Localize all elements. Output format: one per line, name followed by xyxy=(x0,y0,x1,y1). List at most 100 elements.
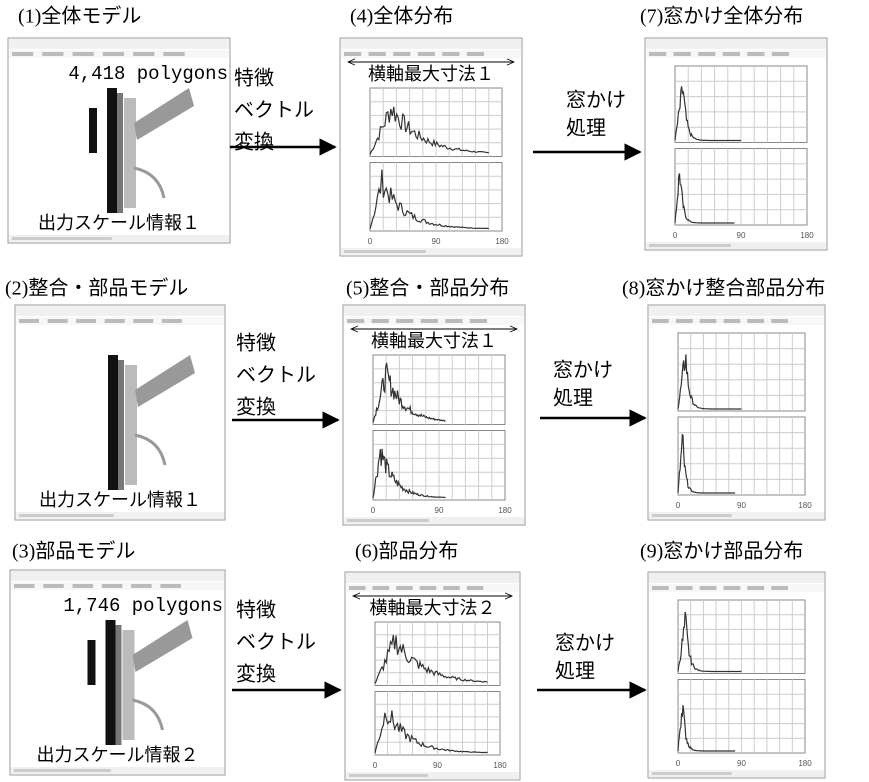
arrow-label: 特徴 xyxy=(236,332,276,355)
menu-item xyxy=(48,319,68,323)
menu-item xyxy=(43,584,64,588)
menu-item xyxy=(162,319,182,323)
part xyxy=(107,88,117,213)
menu-item xyxy=(747,319,764,323)
menu-item xyxy=(160,584,181,588)
menu-item xyxy=(467,586,484,590)
x-tick-label: 90 xyxy=(737,759,746,768)
x-tick-label: 0 xyxy=(373,761,378,770)
menu-item xyxy=(747,52,764,56)
menu-item xyxy=(723,52,740,56)
part xyxy=(116,625,122,745)
part xyxy=(106,620,116,745)
x-tick-label: 180 xyxy=(798,759,812,768)
x-tick-label: 90 xyxy=(433,761,442,770)
menu-item xyxy=(420,586,437,590)
title-bar xyxy=(9,39,229,49)
menu-item xyxy=(14,584,35,588)
x-tick-label: 90 xyxy=(737,501,746,510)
menu-item xyxy=(649,52,666,56)
menu-item xyxy=(747,586,764,590)
status-text xyxy=(347,519,429,522)
arrow-label: 処理 xyxy=(566,117,606,140)
title-bar xyxy=(649,306,824,316)
menu-item xyxy=(396,319,413,323)
polygon-count: 1,746 polygons xyxy=(63,595,223,617)
scale-info: 出力スケール情報１ xyxy=(39,490,201,510)
menu-item xyxy=(771,319,788,323)
part xyxy=(88,640,96,685)
menu-item xyxy=(445,319,462,323)
arrow-label: 変換 xyxy=(234,131,274,154)
menu-item xyxy=(42,52,63,56)
menu-item xyxy=(676,319,693,323)
arrow-label: 変換 xyxy=(236,663,276,686)
menu-item xyxy=(369,52,386,56)
menu-item xyxy=(676,586,693,590)
arrow-label: 処理 xyxy=(555,660,595,683)
menu-item xyxy=(771,586,788,590)
title-bar xyxy=(341,39,521,49)
menu-item xyxy=(467,52,484,56)
menu-item xyxy=(421,319,438,323)
x-tick-label: 180 xyxy=(495,237,509,246)
x-tick-label: 180 xyxy=(498,506,512,515)
menu-item xyxy=(102,584,123,588)
panel-label: (4)全体分布 xyxy=(350,5,453,28)
menu-item xyxy=(344,52,361,56)
panel-label: (3)部品モデル xyxy=(12,540,135,563)
menu-item xyxy=(372,319,389,323)
menu-item xyxy=(724,586,741,590)
menu-item xyxy=(373,586,390,590)
part xyxy=(118,360,124,490)
x-tick-label: 180 xyxy=(493,761,507,770)
panel-label: (5)整合・部品分布 xyxy=(346,277,509,300)
part xyxy=(124,98,136,208)
part xyxy=(108,355,118,490)
menu-item xyxy=(652,319,669,323)
panel-label: (1)全体モデル xyxy=(18,5,141,28)
arrow-label: 特徴 xyxy=(236,599,276,622)
arrow-label: ベクトル xyxy=(236,631,316,654)
menu-item xyxy=(73,584,94,588)
part xyxy=(125,365,137,485)
status-text xyxy=(652,772,732,775)
title-bar xyxy=(346,573,519,583)
status-text xyxy=(652,514,732,517)
scale-info: 出力スケール情報２ xyxy=(37,745,199,765)
title-bar xyxy=(16,306,224,316)
menu-item xyxy=(103,52,124,56)
figure: (1)全体モデル4,418 polygons出力スケール情報１特徴ベクトル変換(… xyxy=(0,0,869,782)
status-text xyxy=(19,514,114,517)
title-bar xyxy=(11,571,224,581)
panel-label: (8)窓かけ整合部品分布 xyxy=(622,277,825,300)
x-tick-label: 90 xyxy=(432,237,441,246)
axis-note: 横軸最大寸法２ xyxy=(370,598,496,618)
title-bar xyxy=(649,573,824,583)
arrow-label: ベクトル xyxy=(236,364,316,387)
arrow-label: 処理 xyxy=(553,387,593,410)
arrow-label: ベクトル xyxy=(234,99,314,122)
menu-item xyxy=(73,52,94,56)
menu-item xyxy=(724,319,741,323)
x-tick-label: 0 xyxy=(371,506,376,515)
x-tick-label: 0 xyxy=(673,231,678,240)
menu-item xyxy=(347,319,364,323)
x-tick-label: 180 xyxy=(800,231,814,240)
axis-note: 横軸最大寸法１ xyxy=(371,331,497,351)
menu-item xyxy=(698,52,715,56)
panel-label: (9)窓かけ部品分布 xyxy=(640,540,803,563)
menu-item xyxy=(652,586,669,590)
status-text xyxy=(649,244,731,247)
menu-item xyxy=(470,319,487,323)
x-tick-label: 0 xyxy=(368,237,373,246)
arrow-label: 窓かけ xyxy=(553,359,613,382)
menu-item xyxy=(418,52,435,56)
x-tick-label: 0 xyxy=(676,501,681,510)
panel-label: (7)窓かけ全体分布 xyxy=(640,5,803,28)
menu-item xyxy=(349,586,366,590)
arrow-label: 窓かけ xyxy=(566,89,626,112)
page: {"rows": [ {"model": {"label": "(1)全体モデル… xyxy=(0,0,869,782)
arrow-label: 変換 xyxy=(236,396,276,419)
menu-item xyxy=(131,584,152,588)
